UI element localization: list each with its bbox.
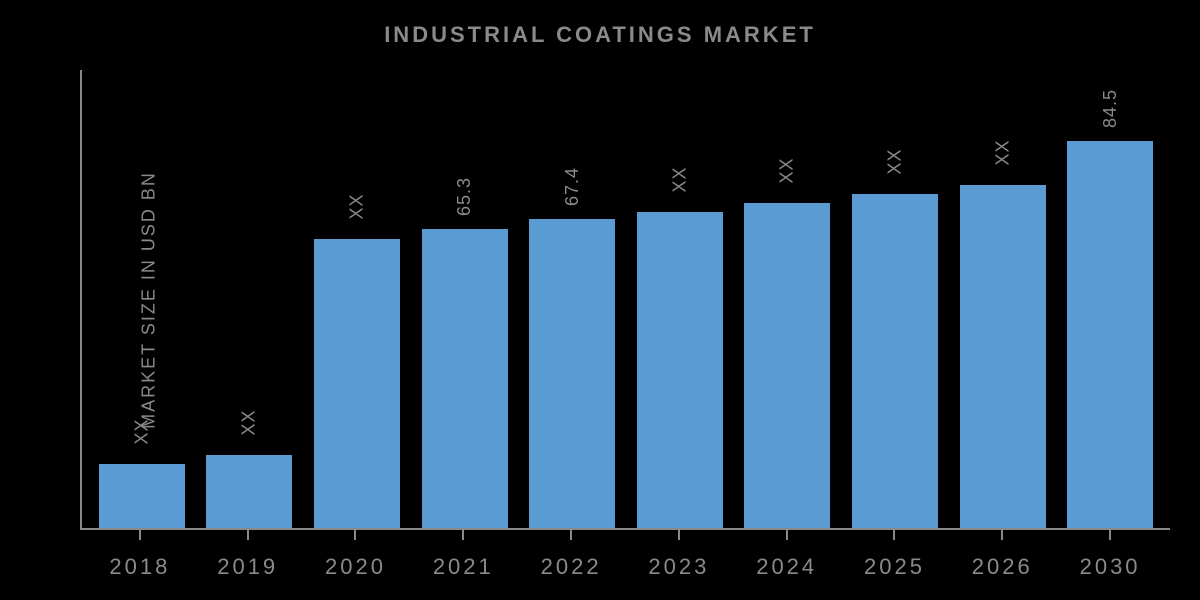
bar-value-label: XX [884,148,905,174]
bar-wrap: 67.4 [518,70,626,528]
x-tick-marks [80,530,1170,540]
x-tick-label: 2020 [302,554,410,580]
bar [206,455,292,528]
bar [744,203,830,528]
bar-value-label: 65.3 [454,177,475,216]
x-tick [625,530,733,540]
chart-title: INDUSTRIAL COATINGS MARKET [0,22,1200,48]
x-tick [1056,530,1164,540]
x-tick [194,530,302,540]
bar [99,464,185,528]
x-tick [517,530,625,540]
x-tick [409,530,517,540]
x-tick-label: 2018 [86,554,194,580]
x-tick-label: 2021 [409,554,517,580]
bar-wrap: 65.3 [411,70,519,528]
bar-value-label: XX [777,157,798,183]
bar-wrap: XX [734,70,842,528]
x-tick [948,530,1056,540]
x-tick-label: 2024 [733,554,841,580]
bar [852,194,938,528]
bar [637,212,723,528]
bar-wrap: XX [303,70,411,528]
bar-wrap: 84.5 [1056,70,1164,528]
bar-value-label: 84.5 [1100,89,1121,128]
bar [1067,141,1153,528]
bar-wrap: XX [626,70,734,528]
bar [960,185,1046,529]
x-tick-label: 2030 [1056,554,1164,580]
x-tick-label: 2026 [948,554,1056,580]
x-tick-label: 2019 [194,554,302,580]
bar-value-label: XX [669,166,690,192]
x-tick [841,530,949,540]
bar-wrap: XX [196,70,304,528]
x-tick [302,530,410,540]
x-tick-label: 2023 [625,554,733,580]
chart-container: INDUSTRIAL COATINGS MARKET MARKET SIZE I… [0,0,1200,600]
bar-value-label: XX [992,139,1013,165]
bar-value-label: XX [239,409,260,435]
bar-wrap: XX [841,70,949,528]
bar [314,239,400,528]
bar-value-label: 67.4 [562,167,583,206]
x-tick [86,530,194,540]
x-tick-label: 2022 [517,554,625,580]
bar-value-label: XX [346,194,367,220]
bars-group: XX XX XX 65.3 67.4 XX XX XX XX 84.5 [82,70,1170,528]
bar-wrap: XX [949,70,1057,528]
plot-area: XX XX XX 65.3 67.4 XX XX XX XX 84.5 [80,70,1170,530]
x-tick [733,530,841,540]
bar [529,219,615,528]
x-tick-label: 2025 [841,554,949,580]
bar-value-label: XX [131,418,152,444]
bar [422,229,508,528]
x-axis-labels: 2018201920202021202220232024202520262030 [80,554,1170,580]
bar-wrap: XX [88,70,196,528]
